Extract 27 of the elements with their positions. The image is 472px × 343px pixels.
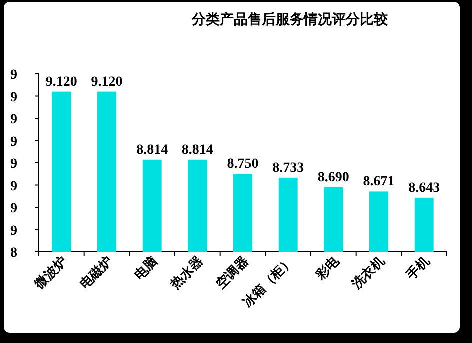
data-label: 9.120 <box>46 74 78 90</box>
y-tick-label: 9 <box>10 68 18 83</box>
x-tick-label: 微波炉 <box>30 254 70 292</box>
y-tick-label: 9 <box>10 202 18 216</box>
y-tick-label: 9 <box>10 134 18 150</box>
chart-title: 分类产品售后服务情况评分比较 <box>191 11 389 28</box>
data-label: 8.750 <box>227 157 259 172</box>
data-label: 8.733 <box>272 160 304 176</box>
x-tick-label: 彩电 <box>312 252 342 284</box>
y-tick-label: 9 <box>10 179 18 194</box>
y-tick-label: 9 <box>10 157 18 172</box>
x-tick-label: 洗衣机 <box>348 254 388 292</box>
x-tick-label: 热水器 <box>166 254 206 292</box>
data-label: 8.690 <box>318 170 350 186</box>
data-label: 8.671 <box>363 174 395 190</box>
data-label: 8.814 <box>136 142 168 158</box>
y-tick-label: 9 <box>10 224 18 239</box>
data-label: 8.814 <box>182 142 214 158</box>
x-tick-label: 电磁炉 <box>76 254 116 292</box>
y-tick-label: 9 <box>10 112 18 128</box>
x-tick-label: 手机 <box>402 254 432 284</box>
data-label: 8.643 <box>408 180 440 196</box>
y-tick-label: 8 <box>10 246 18 261</box>
data-label: 9.120 <box>91 74 123 90</box>
x-tick-label: 电脑 <box>131 254 160 283</box>
y-tick-label: 9 <box>10 90 18 106</box>
x-tick-label: 空调器 <box>212 254 252 292</box>
